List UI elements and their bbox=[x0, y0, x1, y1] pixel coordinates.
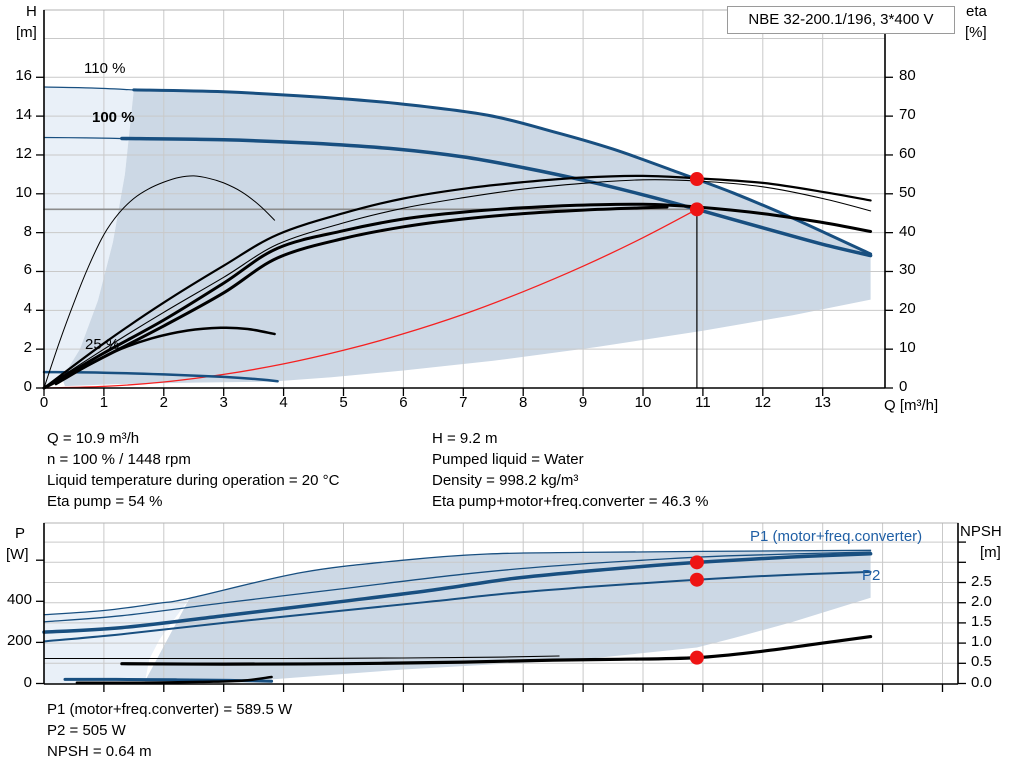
q-axis-title: Q [m³/h] bbox=[884, 397, 939, 414]
h-axis-unit: [m] bbox=[16, 24, 37, 41]
q-tick-label: 1 bbox=[99, 394, 109, 411]
duty-info-line: Liquid temperature during operation = 20… bbox=[47, 472, 340, 489]
q-tick-label: 6 bbox=[399, 394, 408, 411]
eta-tick-label: 10 bbox=[899, 339, 916, 357]
h-tick-label: 12 bbox=[15, 144, 32, 162]
h-tick-label: 16 bbox=[15, 67, 32, 85]
duty-info-line: Density = 998.2 kg/m³ bbox=[432, 472, 579, 489]
duty-info-line: Eta pump+motor+freq.converter = 46.3 % bbox=[432, 493, 709, 510]
npsh-tick-label: 2.0 bbox=[971, 592, 992, 610]
eta-total-2 bbox=[42, 205, 669, 390]
npsh-25-curve bbox=[75, 675, 273, 684]
h-tick-label: 8 bbox=[23, 222, 32, 240]
speed-envelope-pale bbox=[44, 87, 134, 388]
q-tick-label: 13 bbox=[814, 394, 832, 411]
speed-label-25: 25 % bbox=[85, 336, 120, 353]
duty-info-left: Q = 10.9 m³/h n = 100 % / 1448 rpm Liquid … bbox=[47, 428, 339, 512]
p-axis-unit: [W] bbox=[6, 546, 29, 563]
npsh-tick-label: 0.0 bbox=[971, 673, 992, 691]
duty-info-line: Pumped liquid = Water bbox=[432, 451, 584, 468]
npsh-tick-label: 0.5 bbox=[971, 653, 992, 671]
eta-axis-unit: [%] bbox=[965, 24, 987, 41]
duty-point-npsh bbox=[689, 650, 704, 665]
eta-axis-title: eta bbox=[966, 3, 987, 20]
eta-total bbox=[42, 202, 873, 390]
p-tick-label: 200 bbox=[6, 632, 32, 650]
eta-tick-label: 30 bbox=[899, 261, 916, 279]
npsh-axis-unit: [m] bbox=[980, 544, 1001, 561]
duty-info-line: NPSH = 0.64 m bbox=[47, 743, 152, 760]
curve-100-start bbox=[43, 136, 123, 140]
speed-label-110: 110 % bbox=[84, 60, 126, 77]
eta-tick-label: 70 bbox=[899, 106, 916, 124]
curve-110-start bbox=[43, 86, 135, 91]
npsh-tick-label: 2.5 bbox=[971, 572, 992, 590]
eta-pump-2 bbox=[43, 179, 872, 389]
q-tick-label: 5 bbox=[339, 394, 348, 411]
duty-point-eta bbox=[689, 172, 704, 187]
duty-point-h bbox=[689, 202, 704, 217]
eta-tick-label: 80 bbox=[899, 67, 916, 85]
eta-tick-label: 20 bbox=[899, 300, 916, 318]
duty-point-p1 bbox=[689, 555, 704, 570]
p1-max-speed bbox=[43, 551, 872, 623]
h-tick-label: 2 bbox=[23, 339, 32, 357]
npsh-envelope bbox=[43, 655, 560, 660]
h-tick-label: 10 bbox=[15, 183, 32, 201]
p-tick-label: 0 bbox=[23, 673, 32, 691]
q-tick-label: 8 bbox=[519, 394, 528, 411]
system-curve bbox=[43, 208, 698, 389]
q-tick-label: 11 bbox=[695, 394, 711, 411]
speed-label-100: 100 % bbox=[92, 109, 135, 126]
eta-tick-label: 50 bbox=[899, 183, 916, 201]
pump-designation: NBE 32-200.1/196, 3*400 V bbox=[727, 6, 955, 34]
npsh-tick-label: 1.0 bbox=[971, 633, 992, 651]
duty-point-p2 bbox=[689, 572, 704, 587]
operating-envelope bbox=[62, 89, 871, 387]
duty-info-bottom: P1 (motor+freq.converter) = 589.5 W P2 = … bbox=[47, 699, 292, 762]
duty-info-line: Q = 10.9 m³/h bbox=[47, 430, 140, 447]
h-axis-title: H bbox=[26, 3, 37, 20]
q-tick-label: 10 bbox=[634, 394, 652, 411]
q-tick-label: 12 bbox=[754, 394, 772, 411]
q-tick-label: 3 bbox=[219, 394, 228, 411]
duty-info-right: H = 9.2 m Pumped liquid = Water Density = … bbox=[432, 428, 708, 512]
h-tick-label: 14 bbox=[15, 106, 32, 124]
duty-info-line: n = 100 % / 1448 rpm bbox=[47, 451, 191, 468]
eta-tick-label: 40 bbox=[899, 222, 916, 240]
duty-info-line: P2 = 505 W bbox=[47, 722, 126, 739]
npsh-tick-label: 1.5 bbox=[971, 612, 992, 630]
eta-pump-25 bbox=[43, 175, 276, 389]
eta-tick-label: 0 bbox=[899, 378, 908, 395]
curve-100 bbox=[120, 136, 873, 258]
p1-curve-label: P1 (motor+freq.converter) bbox=[750, 528, 923, 545]
q-tick-label: 7 bbox=[459, 394, 468, 411]
h-tick-label: 4 bbox=[23, 300, 32, 318]
q-tick-label: 4 bbox=[279, 394, 288, 411]
duty-info-line: P1 (motor+freq.converter) = 589.5 W bbox=[47, 701, 293, 718]
q-tick-label: 2 bbox=[159, 394, 168, 411]
npsh-curve bbox=[120, 635, 873, 666]
curve-110 bbox=[132, 88, 873, 256]
h-tick-label: 6 bbox=[23, 261, 32, 279]
h-tick-label: 0 bbox=[23, 378, 32, 395]
curve-25 bbox=[42, 370, 279, 383]
power-envelope bbox=[144, 550, 871, 682]
p1-envelope-top bbox=[43, 549, 872, 616]
npsh-axis-title: NPSH bbox=[960, 523, 1002, 540]
p1-curve bbox=[42, 552, 873, 634]
duty-info-line: Eta pump = 54 % bbox=[47, 493, 163, 510]
q-tick-label: 0 bbox=[39, 394, 49, 411]
eta-tick-label: 60 bbox=[899, 144, 916, 162]
duty-info-line: H = 9.2 m bbox=[432, 430, 498, 447]
eta-total-25 bbox=[54, 326, 276, 386]
p-axis-title: P bbox=[15, 525, 26, 542]
p-tick-label: 400 bbox=[6, 591, 32, 609]
p2-curve bbox=[43, 570, 872, 643]
p2-curve-label: P2 bbox=[862, 567, 881, 584]
eta-pump bbox=[42, 174, 872, 390]
q-tick-label: 9 bbox=[578, 394, 588, 411]
